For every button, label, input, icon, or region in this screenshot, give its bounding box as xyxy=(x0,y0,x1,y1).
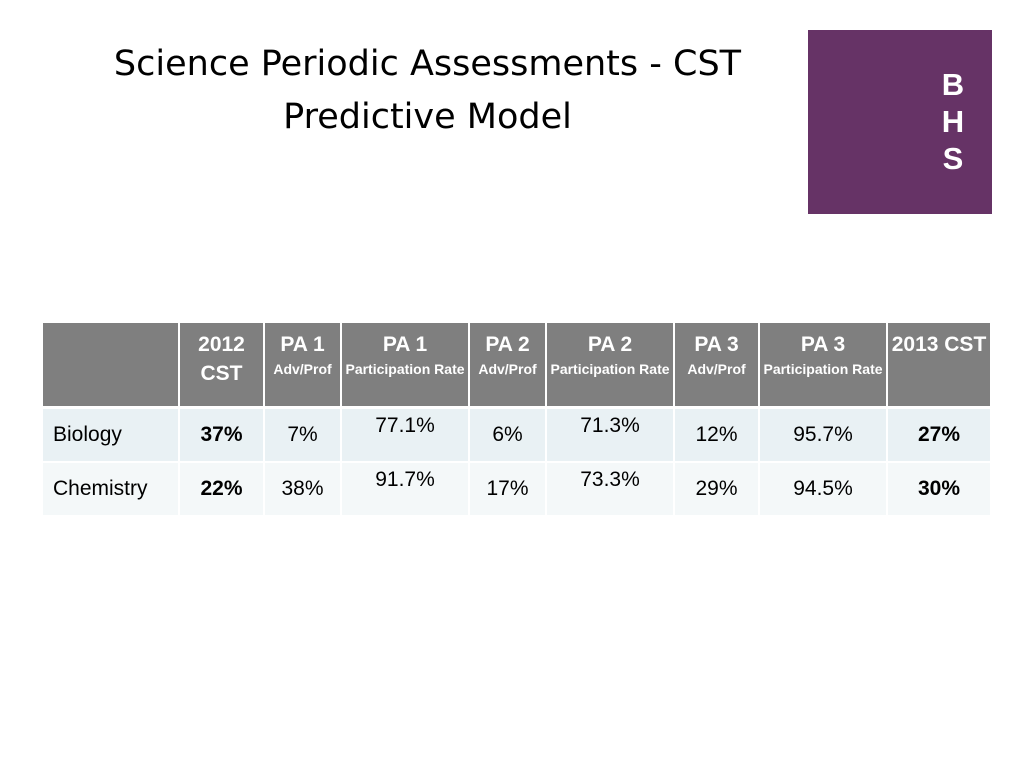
table-row-chemistry: Chemistry 22% 38% 91.7% 17% 73.3% 29% 94… xyxy=(43,462,990,517)
cell-2013-cst: 30% xyxy=(887,462,990,517)
table-header-row: 2012 CST PA 1 Adv/Prof PA 1 Participatio… xyxy=(43,323,990,409)
table-row-biology: Biology 37% 7% 77.1% 6% 71.3% 12% 95.7% … xyxy=(43,407,990,463)
header-main-label: 2013 CST xyxy=(891,333,987,356)
cell-pa3-participation: 95.7% xyxy=(759,407,888,463)
cell-pa2-participation: 71.3% xyxy=(546,407,675,463)
bhs-logo-letters: B H S xyxy=(938,66,968,177)
header-main-label: PA 3 xyxy=(800,333,846,356)
cell-pa1-participation: 91.7% xyxy=(341,462,470,517)
header-sub-label: Adv/Prof xyxy=(273,361,332,377)
header-sub-label: Participation Rate xyxy=(550,361,670,377)
bhs-logo-box: B H S xyxy=(808,30,992,214)
cell-subject: Biology xyxy=(43,407,180,463)
header-sub-label: Participation Rate xyxy=(345,361,465,377)
cell-2013-cst: 27% xyxy=(887,407,990,463)
header-main-label: 2012 CST xyxy=(198,333,245,385)
header-subject-blank xyxy=(43,323,180,409)
header-pa2-participation: PA 2 Participation Rate xyxy=(546,323,675,409)
title-line-1: Science Periodic Assessments - CST xyxy=(113,44,742,84)
cell-pa2-adv-prof: 6% xyxy=(469,407,547,463)
header-pa1-adv-prof: PA 1 Adv/Prof xyxy=(264,323,342,409)
title-line-2: Predictive Model xyxy=(283,97,572,137)
header-sub-label: Adv/Prof xyxy=(478,361,537,377)
header-pa3-participation: PA 3 Participation Rate xyxy=(759,323,888,409)
header-main-label: PA 3 xyxy=(694,333,739,356)
header-pa2-adv-prof: PA 2 Adv/Prof xyxy=(469,323,547,409)
header-pa1-participation: PA 1 Participation Rate xyxy=(341,323,470,409)
logo-letter-h: H xyxy=(941,104,965,139)
cell-pa3-participation: 94.5% xyxy=(759,462,888,517)
header-main-label: PA 1 xyxy=(382,333,428,356)
header-sub-label: Adv/Prof xyxy=(687,361,746,377)
cell-pa3-adv-prof: 12% xyxy=(674,407,760,463)
header-main-label: PA 2 xyxy=(587,333,633,356)
header-sub-label: Participation Rate xyxy=(763,361,883,377)
assessment-table: 2012 CST PA 1 Adv/Prof PA 1 Participatio… xyxy=(43,323,990,517)
cell-pa1-adv-prof: 38% xyxy=(264,462,342,517)
header-main-label: PA 2 xyxy=(485,333,530,356)
cell-pa3-adv-prof: 29% xyxy=(674,462,760,517)
cell-2012-cst: 22% xyxy=(179,462,265,517)
cell-subject: Chemistry xyxy=(43,462,180,517)
logo-letter-b: B xyxy=(941,67,965,102)
cell-pa2-adv-prof: 17% xyxy=(469,462,547,517)
cell-pa1-adv-prof: 7% xyxy=(264,407,342,463)
cell-pa2-participation: 73.3% xyxy=(546,462,675,517)
header-main-label: PA 1 xyxy=(280,333,325,356)
header-2013-cst: 2013 CST xyxy=(887,323,990,409)
cell-pa1-participation: 77.1% xyxy=(341,407,470,463)
slide-title: Science Periodic Assessments - CST Predi… xyxy=(60,38,795,144)
cell-2012-cst: 37% xyxy=(179,407,265,463)
header-pa3-adv-prof: PA 3 Adv/Prof xyxy=(674,323,760,409)
header-2012-cst: 2012 CST xyxy=(179,323,265,409)
logo-letter-s: S xyxy=(942,141,964,176)
